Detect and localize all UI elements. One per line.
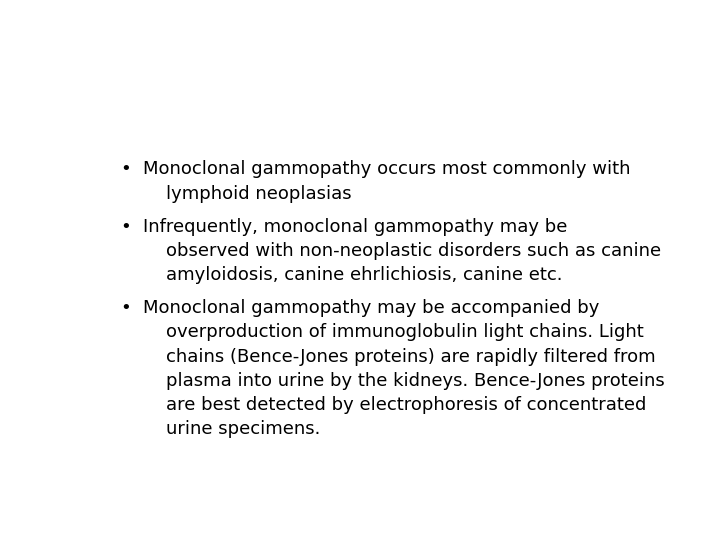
Text: plasma into urine by the kidneys. Bence-Jones proteins: plasma into urine by the kidneys. Bence-… — [143, 372, 665, 390]
Text: observed with non-neoplastic disorders such as canine: observed with non-neoplastic disorders s… — [143, 242, 661, 260]
Text: amyloidosis, canine ehrlichiosis, canine etc.: amyloidosis, canine ehrlichiosis, canine… — [143, 266, 562, 284]
Text: chains (Bence-Jones proteins) are rapidly filtered from: chains (Bence-Jones proteins) are rapidl… — [143, 348, 656, 366]
Text: lymphoid neoplasias: lymphoid neoplasias — [143, 185, 351, 202]
Text: •: • — [121, 218, 132, 236]
Text: Infrequently, monoclonal gammopathy may be: Infrequently, monoclonal gammopathy may … — [143, 218, 567, 236]
Text: Monoclonal gammopathy may be accompanied by: Monoclonal gammopathy may be accompanied… — [143, 299, 599, 318]
Text: urine specimens.: urine specimens. — [143, 420, 320, 438]
Text: are best detected by electrophoresis of concentrated: are best detected by electrophoresis of … — [143, 396, 647, 414]
Text: •: • — [121, 299, 132, 318]
Text: Monoclonal gammopathy occurs most commonly with: Monoclonal gammopathy occurs most common… — [143, 160, 631, 178]
Text: •: • — [121, 160, 132, 178]
Text: overproduction of immunoglobulin light chains. Light: overproduction of immunoglobulin light c… — [143, 323, 644, 341]
